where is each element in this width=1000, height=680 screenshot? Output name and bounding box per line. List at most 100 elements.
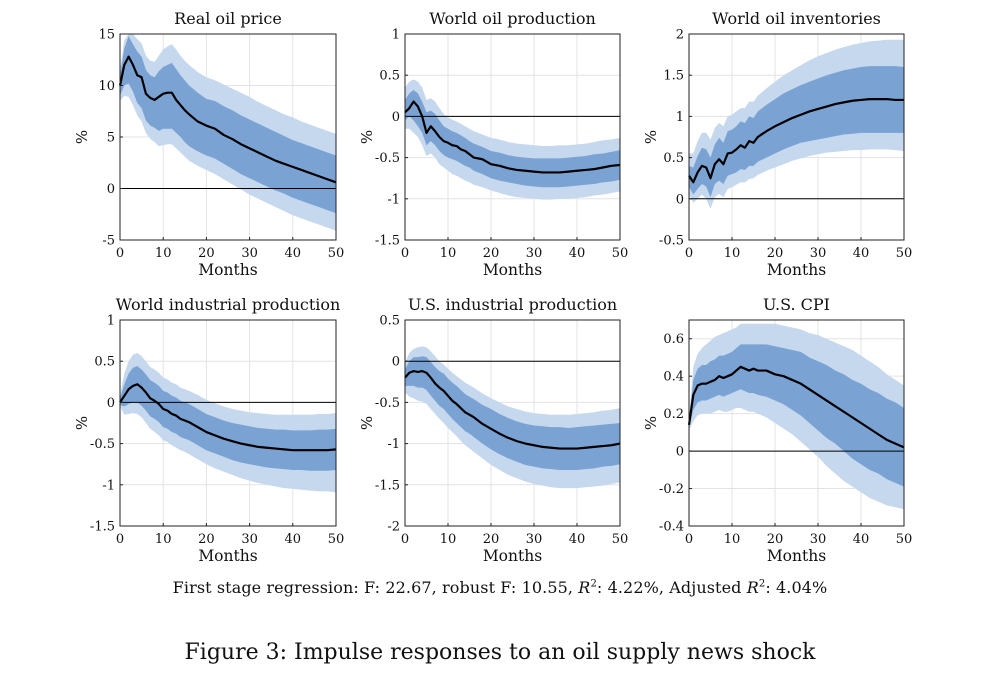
axes-frame: [404, 319, 621, 527]
x-tick-label: 40: [853, 246, 870, 261]
impulse-response-line: [119, 383, 337, 452]
y-tick-label: -1: [387, 192, 400, 207]
x-tick-label: 0: [685, 532, 693, 547]
x-tick-label: 20: [483, 532, 500, 547]
x-tick-label: 40: [285, 532, 302, 547]
chart-title: U.S. industrial production: [408, 295, 617, 314]
x-axis-label: Months: [483, 547, 542, 565]
confidence-band-68: [405, 90, 620, 188]
confidence-band-68: [120, 366, 336, 471]
x-tick-label: 30: [241, 532, 258, 547]
x-tick-label: 10: [155, 246, 172, 261]
stats-prefix: First stage regression: F: 22.67, robust…: [172, 578, 574, 597]
y-tick-label: 2: [676, 28, 684, 43]
y-tick-label: 5: [107, 131, 115, 146]
x-tick-label: 10: [440, 532, 457, 547]
y-axis-label: %: [358, 130, 376, 144]
y-tick-label: 1: [107, 314, 115, 329]
impulse-response-line: [404, 100, 621, 174]
chart-title: World oil production: [429, 9, 596, 28]
x-tick-label: 10: [440, 246, 457, 261]
y-tick-label: -1.5: [375, 478, 400, 493]
x-tick-label: 50: [328, 246, 345, 261]
x-tick-label: 10: [155, 532, 172, 547]
y-tick-label: 1: [392, 28, 400, 43]
chart-panel-6: 0 10 20 30 40 50 -0.4 -0.2 0 0.2 0.4 0.6 U.S. CPI Mon…: [642, 295, 912, 565]
x-tick-label: 0: [685, 246, 693, 261]
x-tick-label: 40: [569, 246, 586, 261]
r2-superscript: 2: [590, 578, 597, 590]
impulse-response-line: [404, 369, 621, 450]
x-tick-label: 40: [285, 246, 302, 261]
x-tick-label: 40: [853, 532, 870, 547]
axes-frame: [404, 33, 621, 241]
x-tick-label: 0: [401, 246, 409, 261]
x-tick-label: 50: [612, 246, 629, 261]
chart-title: World oil inventories: [712, 9, 881, 28]
x-tick-label: 30: [241, 246, 258, 261]
x-axis-label: Months: [767, 261, 826, 279]
regression-stats: First stage regression: F: 22.67, robust…: [0, 578, 1000, 597]
x-tick-label: 10: [724, 246, 741, 261]
y-axis-label: %: [73, 416, 91, 430]
chart-title: Real oil price: [174, 9, 282, 28]
x-tick-label: 20: [767, 246, 784, 261]
confidence-band-68: [405, 356, 620, 470]
y-tick-label: 0.2: [663, 407, 684, 422]
y-tick-label: 0: [107, 396, 115, 411]
chart-title: World industrial production: [116, 295, 341, 314]
x-axis-label: Months: [198, 261, 257, 279]
y-axis-label: %: [642, 130, 660, 144]
y-tick-label: 10: [98, 79, 115, 94]
impulse-response-line: [688, 98, 904, 184]
axes-frame: [119, 319, 337, 527]
figure-caption: Figure 3: Impulse responses to an oil su…: [184, 640, 816, 665]
y-tick-label: 0.5: [379, 314, 400, 329]
x-tick-label: 30: [526, 532, 543, 547]
x-tick-label: 20: [483, 246, 500, 261]
y-tick-label: -1: [387, 437, 400, 452]
chart-title: U.S. CPI: [763, 295, 830, 314]
x-axis-label: Months: [198, 547, 257, 565]
confidence-band-68: [689, 66, 904, 198]
x-tick-label: 30: [526, 246, 543, 261]
y-tick-label: 0.5: [379, 69, 400, 84]
y-tick-label: -1: [102, 478, 115, 493]
y-tick-label: 0.6: [663, 332, 684, 347]
adj-r2-superscript: 2: [758, 578, 766, 590]
x-tick-label: 0: [116, 246, 124, 261]
y-tick-label: 1: [676, 110, 684, 125]
y-tick-label: -0.5: [375, 396, 400, 411]
x-tick-label: 20: [767, 532, 784, 547]
y-tick-label: -0.4: [659, 520, 684, 535]
x-tick-label: 50: [896, 246, 913, 261]
y-tick-label: 1.5: [663, 69, 684, 84]
r2-symbol: R: [578, 578, 591, 597]
x-tick-label: 20: [198, 532, 215, 547]
y-axis-label: %: [358, 416, 376, 430]
y-tick-label: -0.5: [90, 437, 115, 452]
y-tick-label: -0.5: [659, 234, 684, 249]
y-tick-label: -0.2: [659, 482, 684, 497]
y-tick-label: 0: [107, 182, 115, 197]
x-tick-label: 0: [401, 532, 409, 547]
x-tick-label: 50: [612, 532, 629, 547]
x-tick-label: 50: [896, 532, 913, 547]
chart-panel-2: 0 10 20 30 40 50 -1.5 -1 -0.5 0 0.5 1 World oil prod…: [358, 9, 628, 279]
y-tick-label: 15: [98, 28, 115, 43]
x-tick-label: 10: [724, 532, 741, 547]
impulse-response-line: [118, 55, 337, 184]
y-tick-label: -0.5: [375, 151, 400, 166]
adj-r2-symbol: R: [746, 578, 759, 597]
y-axis-label: %: [642, 416, 660, 430]
y-tick-label: 0: [676, 192, 684, 207]
axes-frame: [688, 319, 905, 527]
r2-value: : 4.22%, Adjusted: [596, 578, 742, 597]
y-axis-label: %: [73, 130, 91, 144]
x-axis-label: Months: [483, 261, 542, 279]
x-tick-label: 0: [116, 532, 124, 547]
y-tick-label: 0.4: [663, 370, 684, 385]
